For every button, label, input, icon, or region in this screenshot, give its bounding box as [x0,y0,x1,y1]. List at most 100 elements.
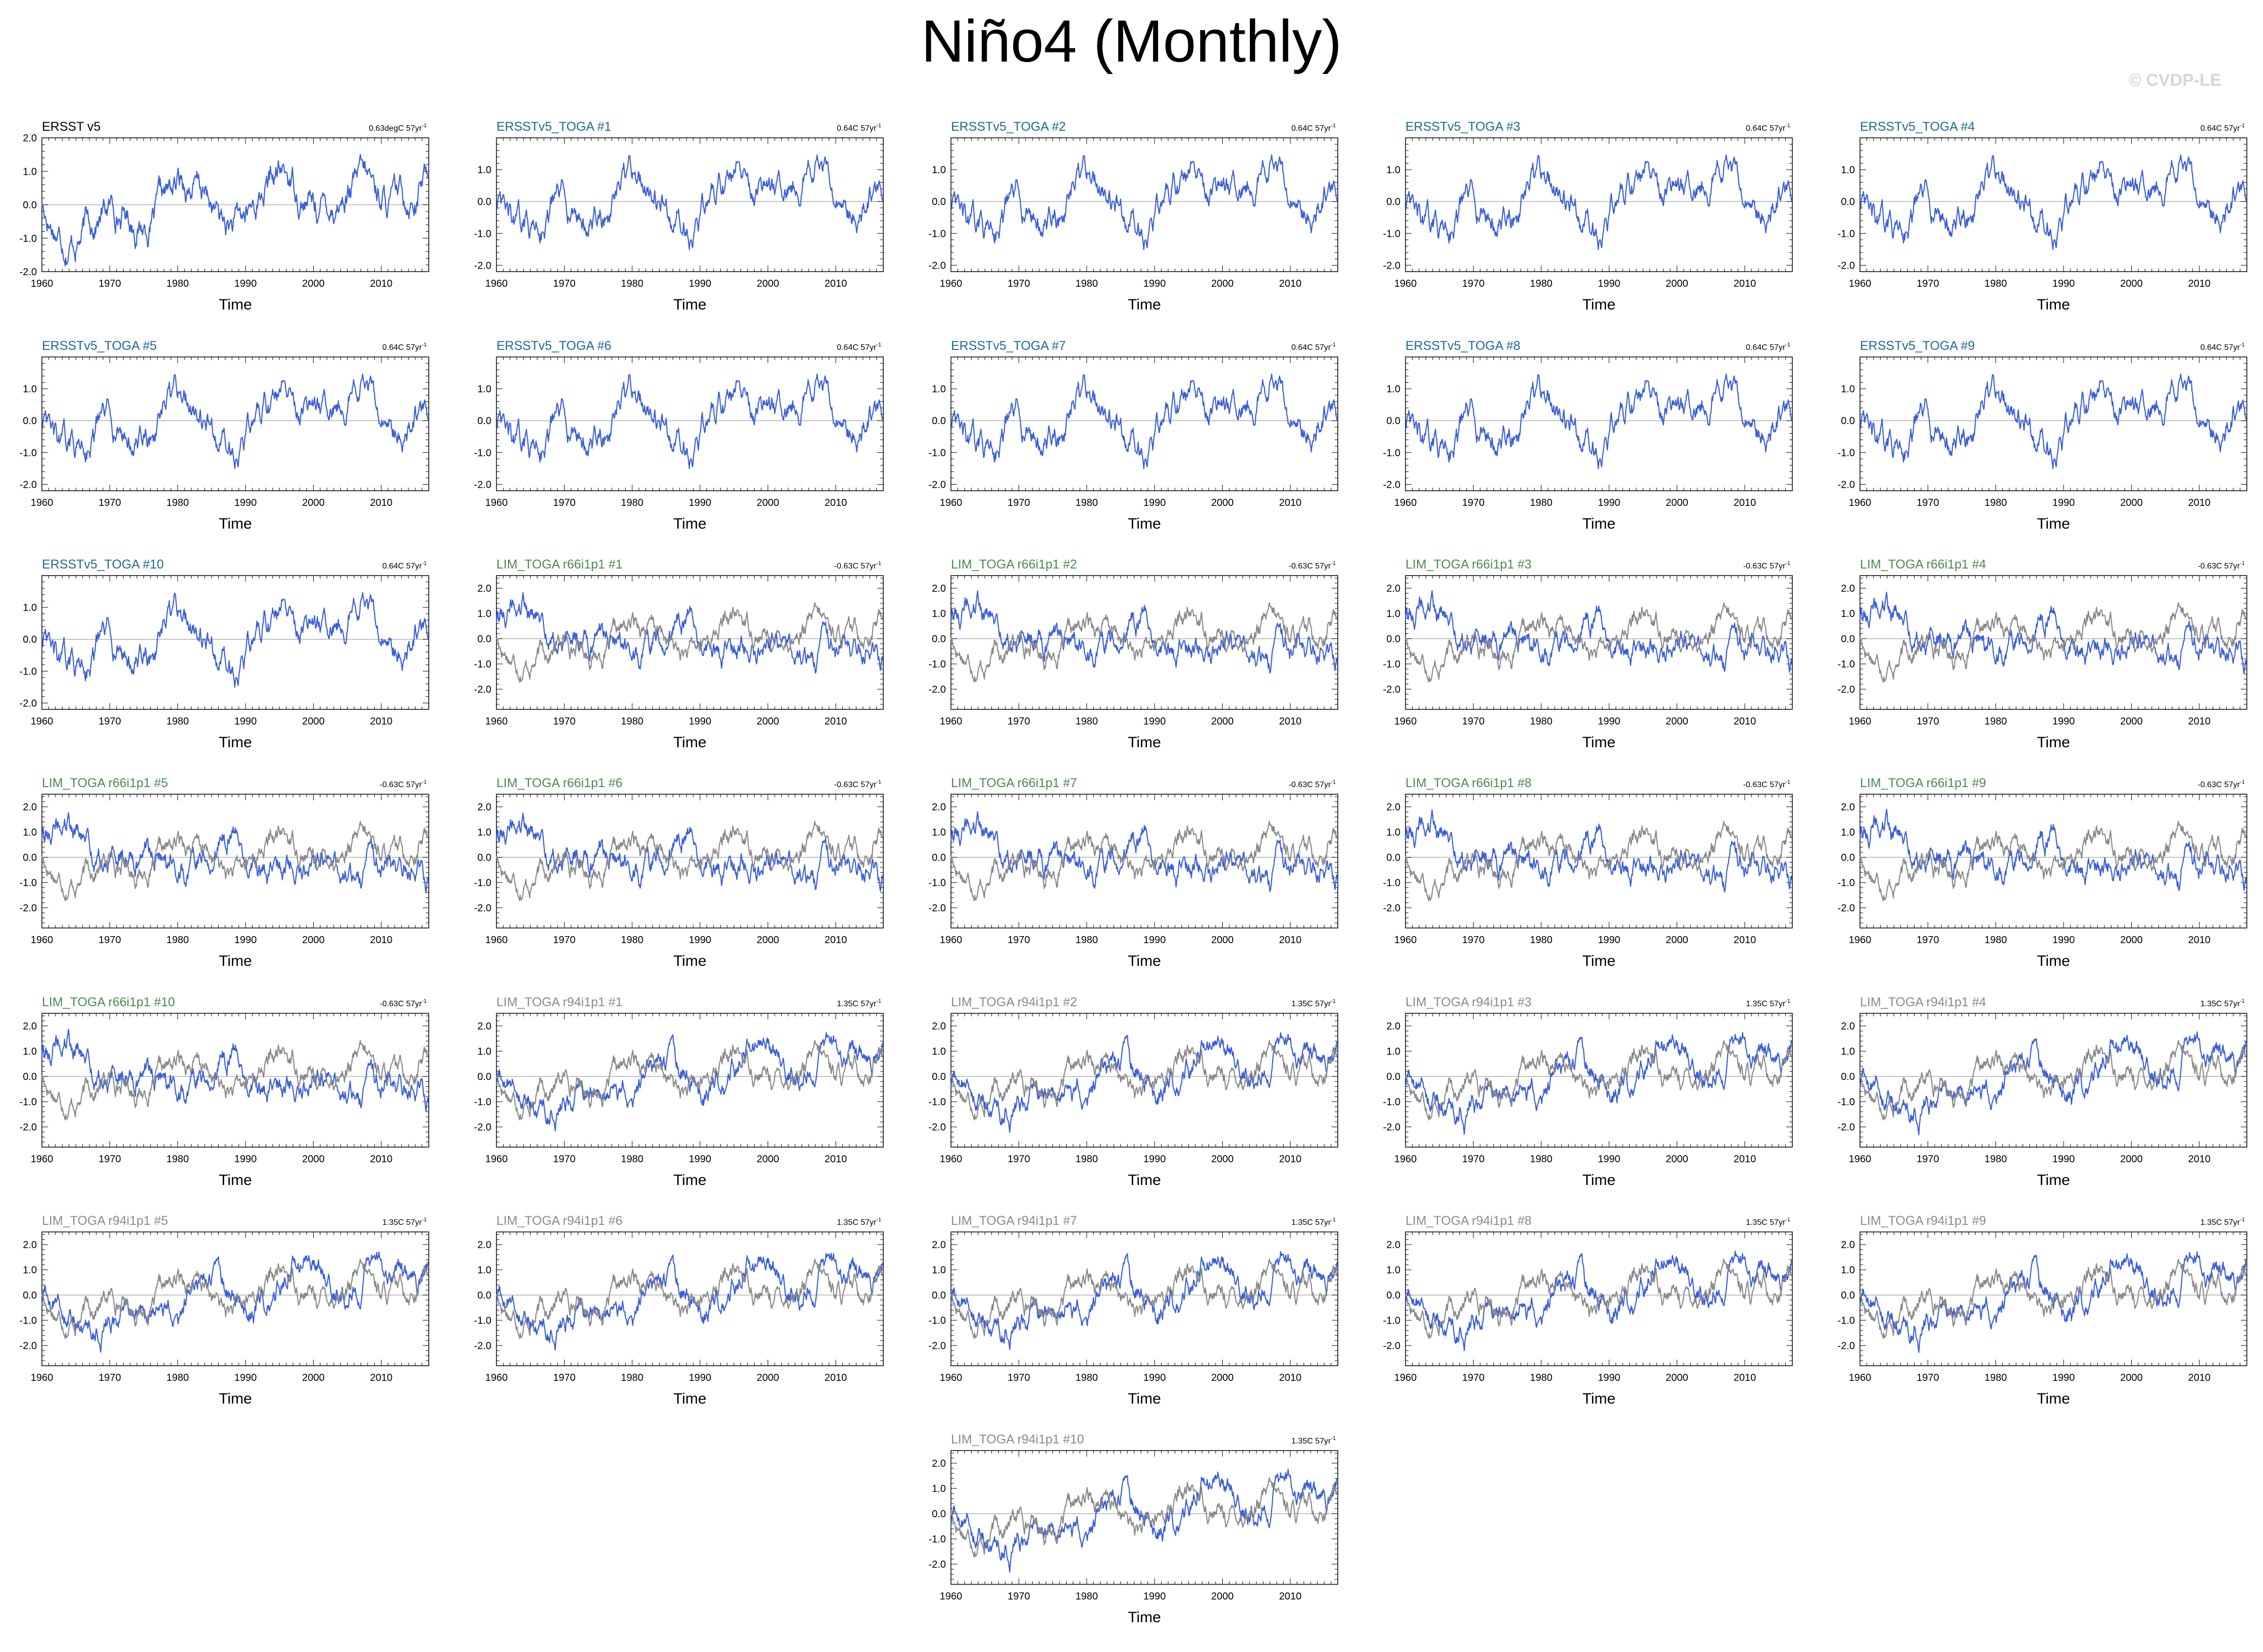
panel-title: LIM_TOGA r66i1p1 #7 [951,776,1077,790]
panel-title: LIM_TOGA r94i1p1 #2 [951,995,1077,1009]
model-series-line [41,1251,429,1353]
panel-title: LIM_TOGA r94i1p1 #5 [42,1214,168,1228]
plot-frame [41,1013,429,1148]
model-series-line [950,811,1338,892]
x-tick-label: 1970 [1462,935,1485,946]
x-tick-label: 1980 [1985,1372,2007,1383]
x-tick-label: 1960 [485,935,508,946]
x-axis-label: Time [1582,734,1616,751]
panel-title: LIM_TOGA r66i1p1 #8 [1405,776,1532,790]
y-tick-label: 1.0 [477,384,491,395]
plot-frame [1405,1231,1793,1366]
x-tick-label: 2000 [1666,278,1688,289]
y-tick-label: 2.0 [1386,583,1400,594]
y-tick-label: -2.0 [1838,1122,1855,1133]
x-tick-label: 1960 [485,1372,508,1383]
x-tick-label: 2010 [825,1372,847,1383]
y-tick-label: 1.0 [23,166,37,177]
y-tick-label: -2.0 [1383,1340,1400,1352]
model-series-line [950,1251,1338,1350]
plot-frame [1405,575,1793,710]
model-series-line [41,153,429,267]
y-tick-label: -2.0 [1383,684,1400,695]
y-tick-label: -1.0 [474,659,491,670]
x-tick-label: 1970 [1917,497,1939,508]
x-axis-label: Time [673,1390,707,1407]
y-tick-label: 0.0 [1841,196,1855,208]
y-tick-label: -2.0 [20,479,37,490]
panel-title: LIM_TOGA r66i1p1 #6 [496,776,623,790]
y-tick-label: 1.0 [1841,1265,1855,1276]
y-tick-label: -1.0 [929,1315,946,1326]
y-tick-label: -2.0 [20,1122,37,1133]
y-tick-label: 0.0 [932,852,946,863]
y-tick-label: -1.0 [929,228,946,239]
x-tick-label: 1960 [31,716,54,727]
x-tick-label: 2000 [2120,716,2143,727]
panel-title: ERSSTv5_TOGA #9 [1860,339,1975,353]
x-tick-label: 1960 [1849,1372,1872,1383]
y-tick-label: -1.0 [474,1097,491,1108]
y-tick-label: 2.0 [1841,1021,1855,1032]
y-tick-label: -1.0 [1838,1097,1855,1108]
x-tick-label: 1990 [234,1372,257,1383]
x-tick-label: 1970 [1462,1372,1485,1383]
panel-title: ERSST v5 [42,120,100,134]
model-series-line [496,154,883,250]
panel-title: ERSSTv5_TOGA #1 [496,120,611,134]
trend-label: 0.63degC 57yr-1 [369,123,427,133]
y-tick-label: 1.0 [1386,165,1400,176]
y-tick-label: 2.0 [23,1240,37,1251]
y-tick-label: 0.0 [477,196,491,208]
y-tick-label: -2.0 [474,260,491,271]
x-tick-label: 1990 [1143,1372,1166,1383]
x-tick-label: 2000 [302,497,325,508]
x-tick-label: 1970 [1008,716,1030,727]
model-series-line [1859,154,2247,250]
x-tick-label: 1960 [1849,1154,1872,1165]
x-tick-label: 1980 [1076,716,1098,727]
chart-panel-8: ERSSTv5_TOGA #7 0.64C 57yr-1 1960 1970 1980 1… [929,339,1338,532]
y-tick-label: 1.0 [477,1046,491,1057]
x-tick-label: 2000 [1211,278,1234,289]
x-tick-label: 1990 [234,935,257,946]
x-tick-label: 1960 [1394,497,1417,508]
y-tick-label: 2.0 [1841,583,1855,594]
y-tick-label: 1.0 [932,827,946,838]
plot-frame [950,137,1338,272]
x-tick-label: 2000 [1666,935,1688,946]
x-tick-label: 2000 [302,716,325,727]
y-tick-label: 2.0 [1386,1240,1400,1251]
x-tick-label: 1980 [1076,497,1098,508]
x-tick-label: 1960 [485,1154,508,1165]
x-tick-label: 1970 [98,716,121,727]
y-tick-label: 2.0 [23,802,37,813]
x-axis-label: Time [2037,734,2070,751]
y-tick-label: 1.0 [23,602,37,613]
chart-panel-2: ERSSTv5_TOGA #1 0.64C 57yr-1 1960 1970 1980 1… [474,120,884,313]
y-tick-label: 2.0 [23,1021,37,1032]
x-tick-label: 1980 [1076,935,1098,946]
x-tick-label: 2000 [1211,935,1234,946]
y-tick-label: -1.0 [20,877,37,889]
x-axis-label: Time [1128,953,1161,969]
x-axis-label: Time [219,953,252,969]
y-tick-label: 2.0 [1386,1021,1400,1032]
chart-panel-7: ERSSTv5_TOGA #6 0.64C 57yr-1 1960 1970 1980 1… [474,339,884,532]
y-tick-label: 0.0 [477,416,491,427]
x-tick-label: 2000 [1211,497,1234,508]
x-tick-label: 1980 [1530,935,1553,946]
x-tick-label: 1960 [31,935,54,946]
chart-panel-12: LIM_TOGA r66i1p1 #1 -0.63C 57yr-1 1960 1970… [474,557,884,751]
x-tick-label: 2010 [825,497,847,508]
y-tick-label: 1.0 [1386,827,1400,838]
x-axis-label: Time [1582,515,1616,532]
y-tick-label: -1.0 [1383,447,1400,458]
y-tick-label: 0.0 [1841,1290,1855,1301]
plot-frame [950,1450,1338,1585]
x-tick-label: 1990 [689,935,712,946]
y-tick-label: -2.0 [20,267,37,278]
model-series-line [1404,1250,1792,1351]
y-tick-label: 1.0 [23,384,37,395]
x-tick-label: 2010 [825,716,847,727]
